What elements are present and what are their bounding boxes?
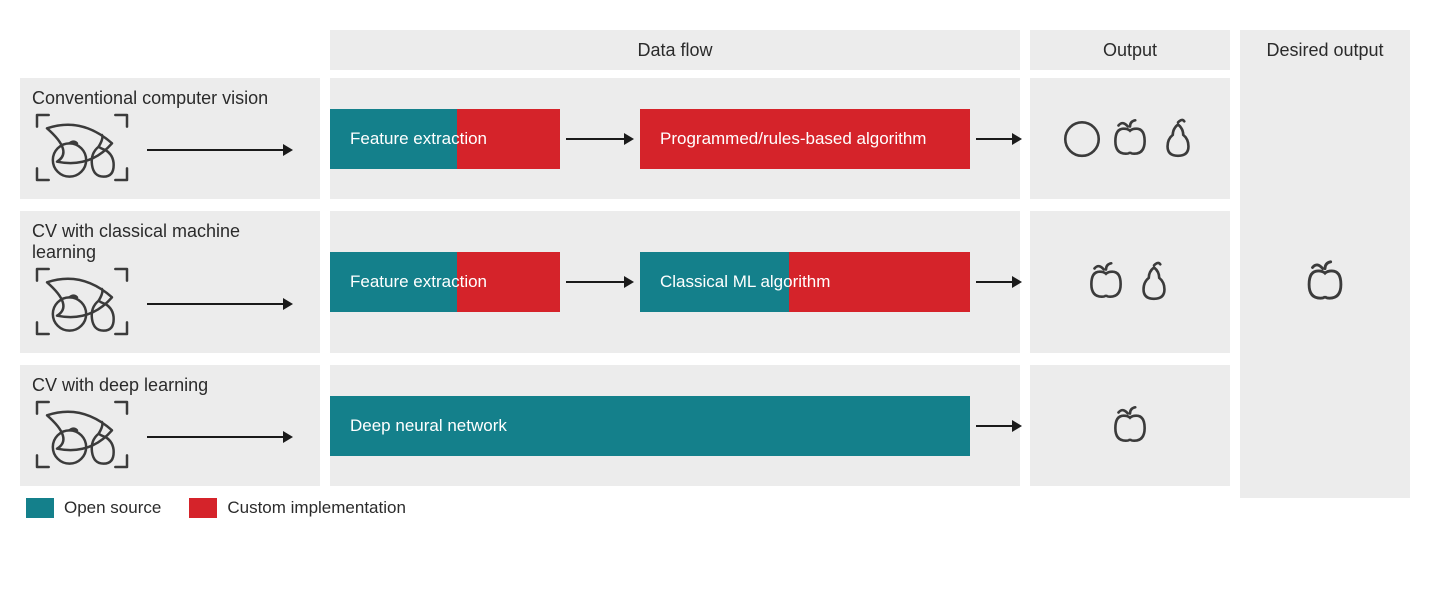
input-fruit-icon [32,397,132,477]
fruit-basket-icon [32,397,132,472]
input-area [32,269,308,339]
legend-swatch-custom [189,498,217,518]
input-cell: Conventional computer vision [20,78,320,199]
flow-block-label: Deep neural network [330,415,527,436]
arrow-icon [145,427,295,447]
legend-custom-label: Custom implementation [227,498,406,518]
legend-open-source: Open source [26,498,161,518]
arrow-icon [974,416,1024,436]
flow-arrow-out [970,129,1024,149]
diagram-row: CV with classical machine learning [20,211,1410,353]
arrow-icon [564,272,636,292]
arrow-icon [564,129,636,149]
legend-swatch-open [26,498,54,518]
row-title: Conventional computer vision [32,88,308,109]
rows-container: Conventional computer vision Featur [20,78,1410,486]
arrow-icon [145,294,295,314]
flow-block: Feature extraction [330,109,560,169]
input-area [32,402,308,472]
output-icons [1107,401,1153,447]
flow-arrow [560,129,640,149]
input-arrow [132,427,308,447]
flow-block: Programmed/rules-based algorithm [640,109,970,169]
desired-cell-slot [1240,78,1410,199]
header-output: Output [1030,30,1230,70]
pear-icon [1131,257,1177,303]
dataflow-cell: Deep neural network [330,365,1020,486]
arrow-icon [974,272,1024,292]
desired-cell-slot [1240,211,1410,353]
output-icons [1059,114,1201,160]
dataflow-cell: Feature extraction Classical ML algorith… [330,211,1020,353]
input-cell: CV with classical machine learning [20,211,320,353]
flow-block-label: Feature extraction [330,271,507,292]
pear-icon [1155,114,1201,160]
apple-icon [1083,257,1129,303]
circle-icon [1059,114,1105,160]
header-dataflow: Data flow [330,30,1020,70]
apple-icon [1107,401,1153,447]
flow-block-label: Classical ML algorithm [640,271,850,292]
diagram-row: CV with deep learning Deep neural n [20,365,1410,486]
output-cell [1030,211,1230,353]
header-desired: Desired output [1240,30,1410,70]
output-cell [1030,78,1230,199]
arrow-icon [145,140,295,160]
flow-block: Deep neural network [330,396,970,456]
flow-block: Classical ML algorithm [640,252,970,312]
dataflow-cell: Feature extraction Programmed/rules-base… [330,78,1020,199]
output-cell [1030,365,1230,486]
fruit-basket-icon [32,110,132,185]
flow-block: Feature extraction [330,252,560,312]
flow-arrow [560,272,640,292]
flow-block-label: Feature extraction [330,128,507,149]
flow-inner: Deep neural network [330,396,1020,456]
input-area [32,115,308,185]
apple-icon [1107,114,1153,160]
legend: Open source Custom implementation [20,498,1410,518]
apple-icon [1300,255,1350,305]
flow-inner: Feature extraction Programmed/rules-base… [330,109,1020,169]
legend-open-source-label: Open source [64,498,161,518]
arrow-icon [974,129,1024,149]
flow-arrow-out [970,272,1024,292]
row-title: CV with deep learning [32,375,308,396]
input-cell: CV with deep learning [20,365,320,486]
output-icons [1083,257,1177,303]
flow-arrow-out [970,416,1024,436]
row-title: CV with classical machine learning [32,221,308,263]
legend-custom: Custom implementation [189,498,406,518]
input-arrow [132,294,308,314]
input-fruit-icon [32,264,132,344]
column-headers: Data flow Output Desired output [20,30,1410,70]
input-fruit-icon [32,110,132,190]
input-arrow [132,140,308,160]
flow-inner: Feature extraction Classical ML algorith… [330,252,1020,312]
fruit-basket-icon [32,264,132,339]
desired-cell-slot [1240,365,1410,486]
diagram-row: Conventional computer vision Featur [20,78,1410,199]
flow-block-label: Programmed/rules-based algorithm [640,128,946,149]
